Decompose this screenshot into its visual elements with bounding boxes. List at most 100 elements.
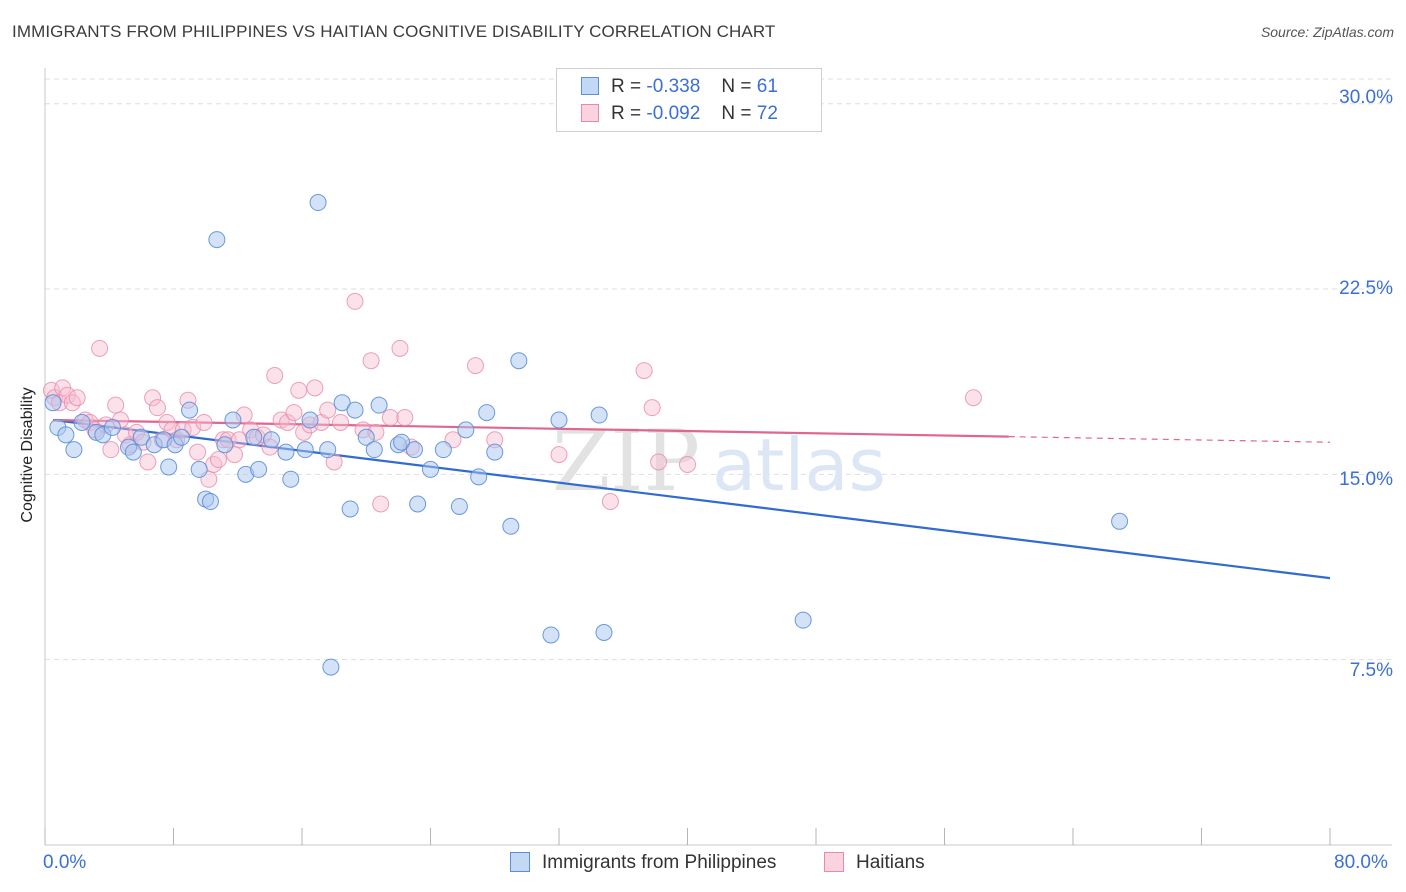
philippines-point [262,431,280,449]
philippines-point [393,433,411,451]
philippines-points [44,194,1129,676]
philippines-point [301,411,319,429]
haitians-point [144,389,162,407]
bottom-legend-label: Immigrants from Philippines [542,852,777,873]
haitians-point [102,441,120,459]
haitians-point [279,413,297,431]
haitians-point [396,409,414,427]
x-tick-label-min: 0.0% [43,852,87,873]
haitians-point [319,401,337,419]
philippines-point [422,460,439,478]
haitians-point [635,362,653,380]
legend-row-philippines: R = -0.338 N = 61 [581,76,778,98]
haitians-point [290,381,308,399]
haitians-point [332,413,350,431]
philippines-point [434,441,452,459]
philippines-point [124,443,142,461]
haitians-point [643,399,661,417]
philippines-point [216,436,234,454]
haitians-point [650,453,668,471]
philippines-point [44,394,62,412]
philippines-point [73,413,91,431]
philippines-point [245,428,263,446]
haitians-point [679,455,696,473]
axes [44,68,1392,846]
haitians-point [372,495,390,513]
philippines-point [132,428,150,446]
philippines-point [173,428,191,446]
philippines-point [319,441,337,459]
philippines-point [103,418,121,436]
philippines-point [550,411,568,429]
haitians-trend-line-dashed [1008,436,1331,443]
philippines-point [201,493,219,511]
philippines-point [370,396,388,414]
philippines-point [190,460,208,478]
philippines-point [1111,512,1129,530]
haitians-point [195,413,213,431]
philippines-point [590,406,608,424]
philippines-point [365,441,383,459]
bottom-legend-label: Haitians [856,852,925,873]
philippines-point [341,500,359,518]
legend-r-label: R = [611,103,642,124]
philippines-point [277,443,295,461]
haitians-point [466,357,484,375]
philippines-point [450,497,468,515]
y-axis-title: Cognitive Disability [19,387,36,523]
legend-r-label: R = [611,76,642,97]
watermark-atlas: atlas [712,423,886,507]
haitians-point [107,396,125,414]
legend-n-value: 61 [756,76,778,97]
philippines-point [250,460,268,478]
legend-n-label: N = [721,76,752,97]
y-tick-label: 30.0% [1339,87,1393,108]
philippines-point [181,401,199,419]
haitians-point [189,443,207,461]
legend-row-haitians: R = -0.092 N = 72 [581,103,778,125]
haitians-point [346,292,364,310]
philippines-point [65,441,83,459]
haitians-point [285,404,303,422]
philippines-point [346,401,364,419]
haitians-point [266,367,284,385]
philippines-point [794,611,812,629]
bottom-legend-swatch-pink [824,852,844,872]
haitians-point [68,389,86,407]
philippines-point [510,352,528,370]
correlation-legend: R = -0.338 N = 61 R = -0.092 N = 72 [556,68,822,132]
haitians-point [209,451,227,469]
y-tick-label: 7.5% [1349,660,1393,681]
haitians-point [381,409,399,427]
philippines-point [296,441,314,459]
haitians-point [601,493,619,511]
philippines-point [409,495,427,513]
x-tick-label-max: 80.0% [1334,852,1388,873]
haitians-point [63,394,81,412]
philippines-point [405,441,423,459]
haitians-point [306,379,324,397]
legend-n-label: N = [721,103,752,124]
legend-swatch-blue [581,77,599,95]
watermark: ZIP atlas [552,412,886,510]
philippines-point [470,468,488,486]
legend-swatch-pink [581,104,599,122]
philippines-point [478,404,496,422]
philippines-point [208,231,226,249]
philippines-point [322,658,340,676]
philippines-trend-line [52,418,1331,580]
philippines-point [595,623,613,641]
philippines-point [502,517,520,535]
philippines-point [282,470,300,488]
philippines-point [542,626,560,644]
haitians-point [964,389,982,407]
y-tick-label: 22.5% [1339,278,1393,299]
source-label: Source: ZipAtlas.com [1260,24,1394,40]
haitians-point [391,339,409,357]
legend-r-value: -0.338 [646,76,701,97]
haitians-point [139,453,157,471]
chart-title: IMMIGRANTS FROM PHILIPPINES VS HAITIAN C… [12,22,776,41]
philippines-point [486,443,504,461]
haitians-point [184,418,202,436]
haitians-point [550,446,568,464]
